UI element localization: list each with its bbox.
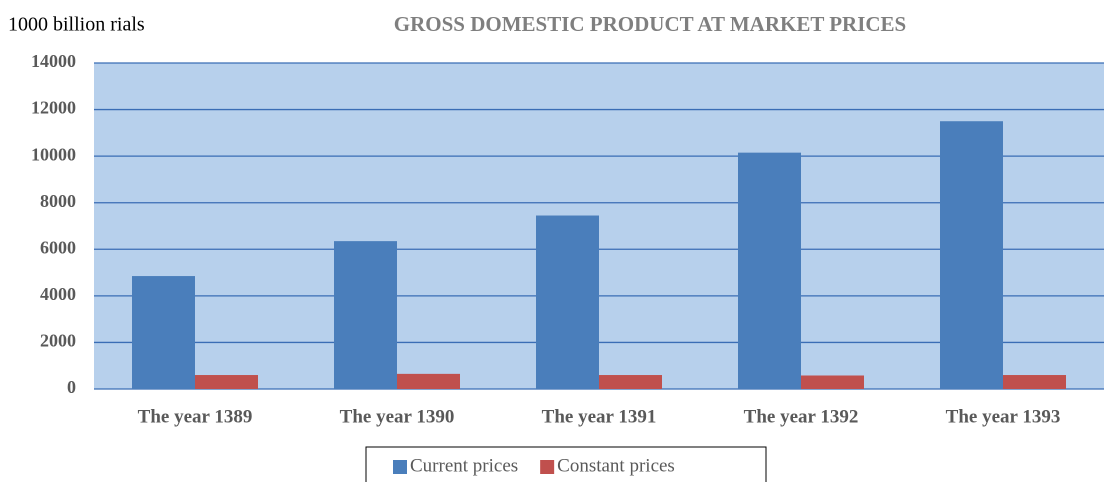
chart-title: GROSS DOMESTIC PRODUCT AT MARKET PRICES: [394, 12, 906, 36]
x-tick-label: The year 1392: [744, 406, 859, 427]
bar: [334, 241, 397, 389]
bar: [599, 375, 662, 389]
x-tick-label: The year 1393: [946, 406, 1061, 427]
y-axis-unit: 1000 billion rials: [8, 14, 145, 36]
y-tick-label: 4000: [40, 284, 76, 304]
bar: [397, 373, 460, 389]
x-tick-label: The year 1391: [542, 406, 657, 427]
y-tick-label: 0: [67, 377, 76, 397]
bar: [536, 215, 599, 389]
y-tick-label: 8000: [40, 191, 76, 211]
legend-swatch: [393, 460, 407, 474]
legend-swatch: [540, 460, 555, 474]
legend-box: [365, 446, 767, 482]
legend-label: Constant prices: [557, 455, 675, 476]
bar: [940, 121, 1003, 389]
bar: [195, 375, 258, 389]
y-tick-label: 10000: [31, 144, 76, 164]
bar: [738, 152, 801, 389]
y-tick-label: 6000: [40, 237, 76, 257]
legend-label: Current prices: [410, 455, 518, 476]
y-tick-label: 14000: [31, 51, 76, 71]
y-tick-label: 12000: [31, 98, 76, 118]
x-tick-label: The year 1389: [138, 406, 253, 427]
bar: [801, 375, 864, 389]
x-tick-label: The year 1390: [340, 406, 455, 427]
bar: [132, 276, 195, 389]
bar: [1003, 375, 1066, 389]
y-tick-label: 2000: [40, 331, 76, 351]
